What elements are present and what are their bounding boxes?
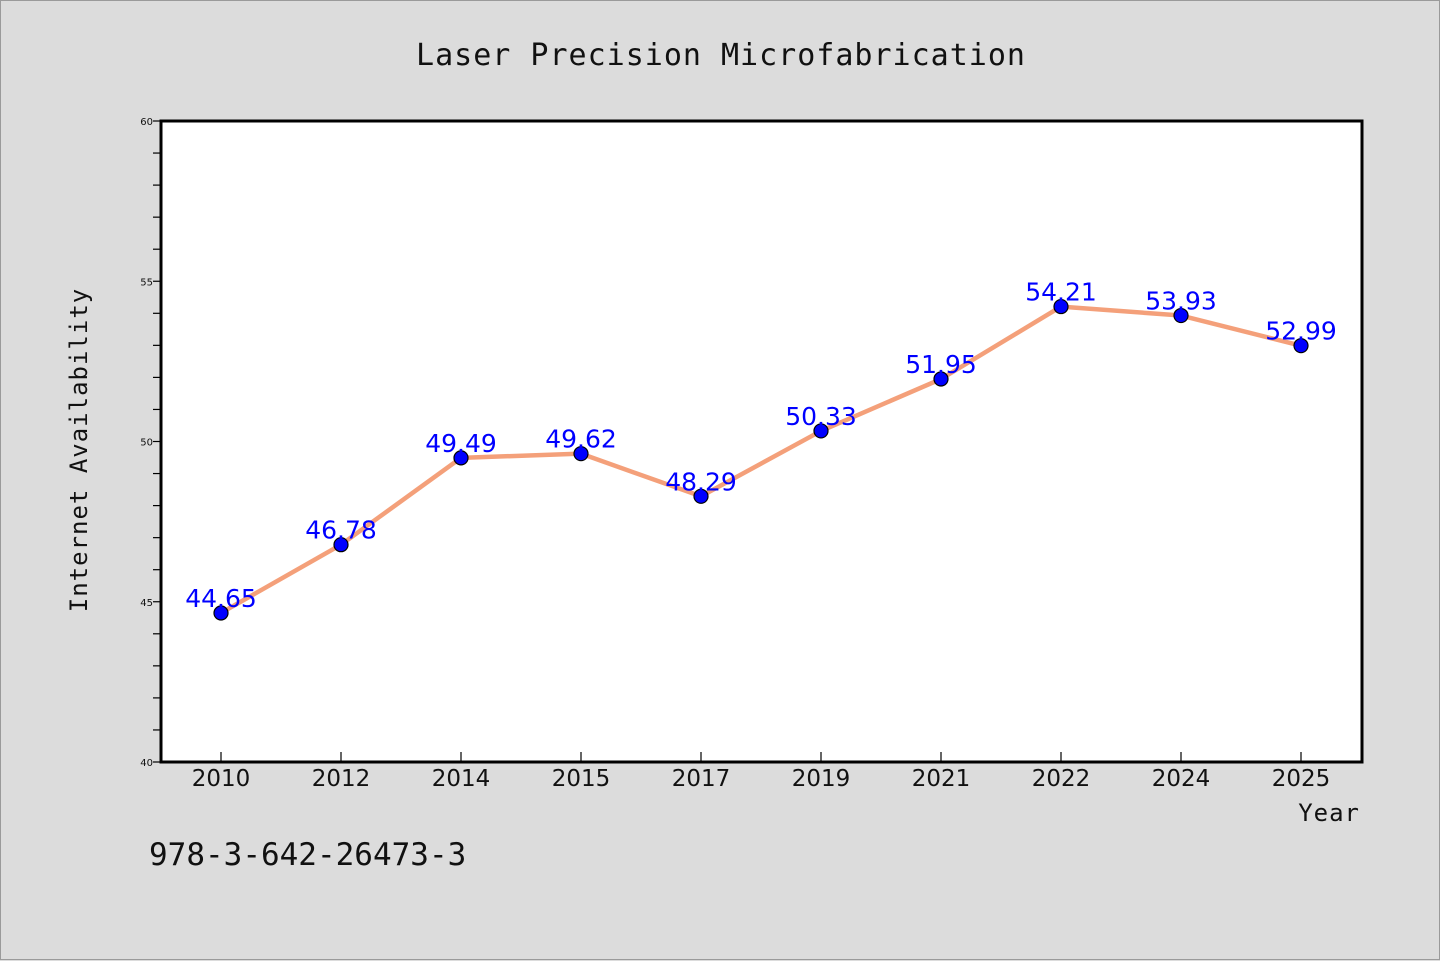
- data-label: 49.49: [425, 429, 497, 458]
- data-label: 44.65: [185, 584, 257, 613]
- y-tick-label: 50: [140, 438, 153, 449]
- x-tick-label: 2019: [792, 766, 851, 792]
- y-axis-label: Internet Availability: [65, 288, 93, 612]
- data-point: [1173, 307, 1189, 324]
- data-label: 49.62: [545, 425, 617, 454]
- data-point: [693, 488, 709, 504]
- y-tick-label: 60: [140, 117, 153, 128]
- data-label: 54.21: [1025, 278, 1097, 307]
- data-point: [933, 371, 949, 387]
- data-label-layer: 44.65 46.78 49.49 49.62 48.29 50.33 51.95 54.21…: [185, 278, 1337, 613]
- data-label: 50.33: [785, 402, 857, 431]
- data-point: [1053, 298, 1069, 315]
- x-tick-label: 2012: [312, 766, 371, 792]
- data-point: [453, 450, 469, 466]
- data-point: [813, 423, 829, 439]
- data-label: 48.29: [665, 467, 737, 496]
- x-tick-label: 2021: [912, 766, 971, 792]
- x-tick-label: 2022: [1032, 766, 1091, 792]
- y-tick-label: 40: [140, 758, 153, 769]
- data-label: 51.95: [905, 350, 977, 379]
- data-point: [333, 537, 349, 553]
- x-tick-label: 2017: [672, 766, 731, 792]
- chart-title: Laser Precision Microfabrication: [416, 38, 1026, 73]
- x-tick-label: 2025: [1272, 766, 1331, 792]
- plot-area: [159, 119, 1364, 764]
- isbn-text: 978-3-642-26473-3: [149, 837, 466, 873]
- data-point: [1293, 338, 1309, 354]
- series-line: [218, 304, 1304, 616]
- x-tick-label: 2024: [1152, 766, 1211, 792]
- data-point: [573, 446, 589, 462]
- data-label: 53.93: [1145, 287, 1217, 316]
- data-label: 52.99: [1265, 317, 1337, 346]
- x-axis-label: Year: [1298, 799, 1360, 827]
- x-axis: 2010 2012 2014 2015 2017 2019 2021 2022 2024 2025: [192, 752, 1331, 792]
- y-tick-label: 45: [140, 598, 153, 609]
- y-tick-label: 55: [140, 277, 153, 288]
- data-point: [213, 605, 229, 621]
- data-label: 46.78: [305, 516, 377, 545]
- series-layer: [213, 298, 1309, 621]
- x-tick-label: 2014: [432, 766, 491, 792]
- y-axis: 40 45 50 55 60: [140, 117, 161, 769]
- x-tick-label: 2010: [192, 766, 251, 792]
- x-tick-label: 2015: [552, 766, 611, 792]
